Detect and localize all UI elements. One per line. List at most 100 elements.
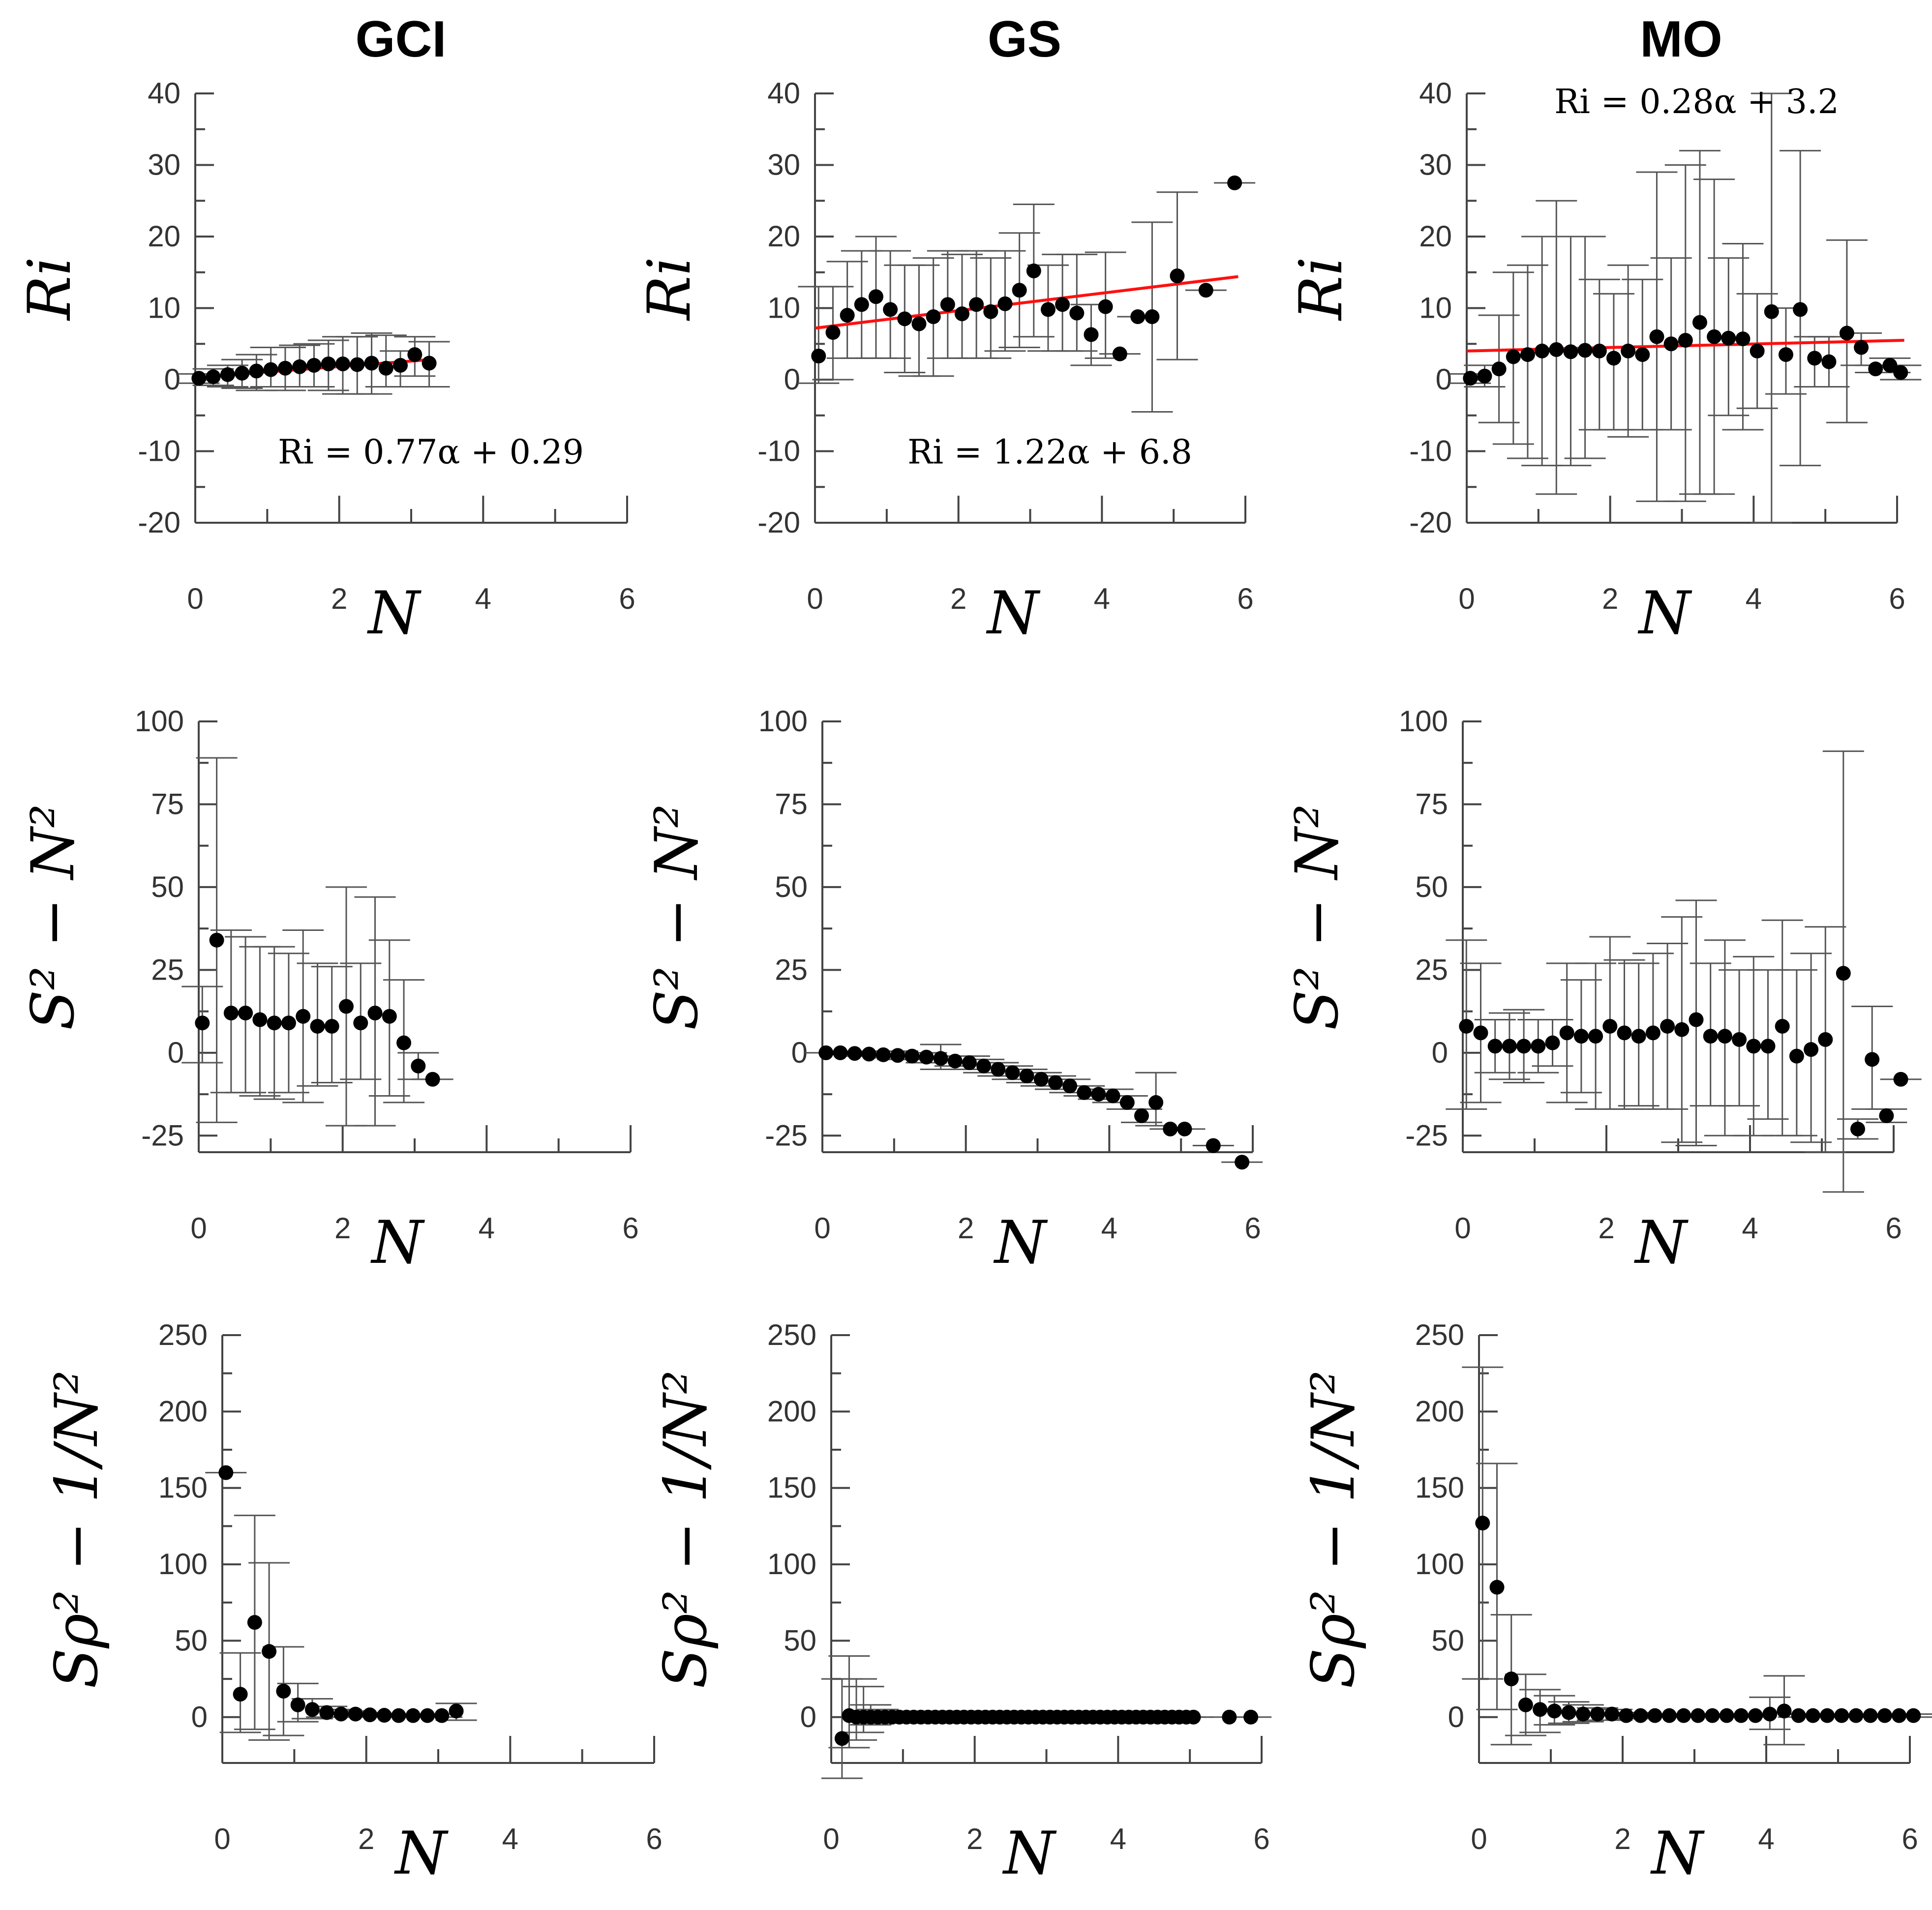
data-point	[191, 371, 207, 386]
data-point	[1690, 1708, 1706, 1723]
y-tick-label: 0	[1432, 1036, 1448, 1069]
x-tick-label: 2	[950, 582, 966, 615]
data-point	[378, 360, 393, 376]
data-point	[1791, 1708, 1806, 1723]
y-axis-label: Ri	[16, 257, 84, 321]
data-point	[1906, 1708, 1921, 1723]
data-point	[1893, 1072, 1908, 1087]
data-point	[1661, 1708, 1677, 1723]
data-point	[304, 1702, 320, 1717]
data-point	[854, 297, 869, 312]
data-point	[348, 1706, 363, 1722]
data-point	[333, 1706, 349, 1722]
data-point	[1547, 1703, 1562, 1719]
data-point	[861, 1046, 876, 1062]
data-point	[292, 359, 307, 374]
data-point	[1689, 1012, 1704, 1027]
data-point	[1549, 342, 1564, 357]
chart-sp-gs: 250 200 150 100 50 0 0 2 4 6 N Sρ² − 1/N²	[652, 1318, 1272, 1888]
data-point	[1721, 330, 1736, 346]
data-point	[818, 1045, 834, 1060]
data-point	[1170, 269, 1185, 284]
y-tick-label: 50	[784, 1624, 816, 1657]
x-axis-label: N	[986, 579, 1041, 648]
data-point	[364, 356, 379, 371]
data-point	[281, 1015, 296, 1031]
x-tick-label: 4	[479, 1212, 495, 1245]
x-axis-label: N	[394, 1820, 449, 1888]
y-tick-label: 0	[191, 1701, 208, 1733]
y-tick-label: 25	[1415, 953, 1448, 986]
data-point	[263, 362, 278, 377]
y-tick-label: 20	[1419, 220, 1452, 253]
data-point	[883, 302, 898, 317]
data-point	[1707, 329, 1722, 344]
x-tick-label: 4	[1110, 1822, 1126, 1855]
data-point	[1026, 263, 1041, 278]
data-point	[252, 1012, 268, 1027]
y-axis-label: S² − N²	[1283, 804, 1352, 1030]
x-axis-label: N	[370, 1209, 425, 1277]
data-point	[1520, 347, 1535, 362]
data-point	[1719, 1708, 1734, 1723]
x-tick-label: 2	[1614, 1822, 1630, 1855]
data-point	[947, 1053, 963, 1069]
data-point	[276, 1683, 291, 1699]
x-tick-label: 2	[358, 1822, 374, 1855]
data-point	[1487, 1039, 1503, 1054]
data-point	[1033, 1072, 1049, 1087]
data-point	[249, 363, 264, 379]
data-point	[1459, 1018, 1474, 1034]
data-point	[875, 1047, 891, 1062]
chart-sp-gci: 250 200 150 100 50 0 0 2 4 6 N Sρ² − 1/N²	[43, 1318, 663, 1888]
x-tick-label: 4	[1746, 582, 1762, 615]
data-point	[1130, 309, 1146, 324]
x-tick-label: 2	[331, 582, 347, 615]
data-point	[1762, 1706, 1778, 1722]
data-point	[1836, 966, 1851, 981]
y-tick-label: 10	[148, 292, 181, 325]
data-point	[911, 316, 927, 331]
y-tick-label: 150	[158, 1471, 208, 1504]
data-point	[393, 358, 408, 373]
y-tick-label: 0	[784, 363, 800, 396]
data-point	[391, 1708, 406, 1723]
data-point	[1850, 1121, 1865, 1136]
data-point	[1084, 327, 1099, 342]
data-point	[306, 358, 322, 373]
data-point	[1760, 1039, 1776, 1054]
data-point	[1821, 354, 1837, 369]
data-point	[223, 1005, 239, 1020]
data-point	[353, 1015, 368, 1031]
data-point	[1535, 343, 1550, 358]
y-tick-label: 40	[148, 77, 181, 110]
data-point	[1877, 1708, 1892, 1723]
x-tick-label: 2	[1602, 582, 1618, 615]
x-tick-label: 0	[814, 1212, 830, 1245]
x-tick-label: 0	[1471, 1822, 1487, 1855]
data-point	[1692, 315, 1707, 330]
y-tick-label: 100	[135, 705, 184, 738]
fit-equation: Ri = 0.77α + 0.29	[278, 433, 584, 472]
data-point	[407, 347, 423, 362]
data-point	[396, 1035, 412, 1050]
y-tick-label: 30	[767, 149, 800, 181]
data-point	[411, 1058, 426, 1074]
x-tick-label: 6	[1237, 582, 1253, 615]
y-tick-label: 50	[1415, 870, 1448, 903]
y-tick-label: -10	[1409, 435, 1452, 468]
data-point	[206, 369, 221, 385]
data-point	[976, 1058, 992, 1074]
data-point	[1235, 1155, 1250, 1170]
data-point	[1633, 1708, 1648, 1723]
y-tick-label: 20	[148, 220, 181, 253]
data-point	[897, 311, 912, 327]
data-point	[1717, 1029, 1732, 1044]
data-point	[1892, 1708, 1907, 1723]
x-tick-label: 6	[1885, 1212, 1902, 1245]
x-tick-label: 0	[1458, 582, 1475, 615]
x-tick-label: 2	[334, 1212, 351, 1245]
data-point	[235, 365, 250, 381]
data-point	[1705, 1708, 1720, 1723]
